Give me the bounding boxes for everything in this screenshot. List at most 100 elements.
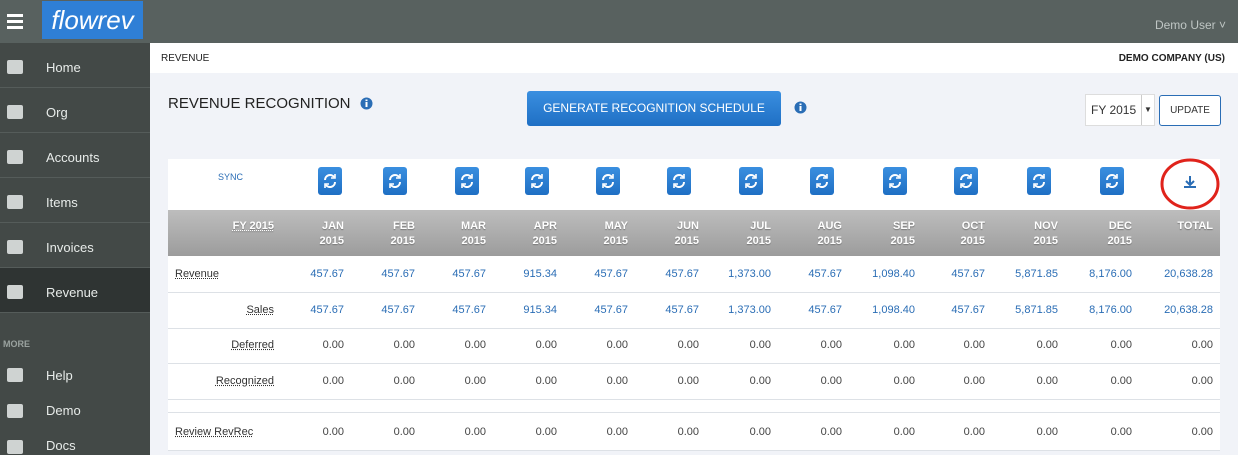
- sync-button[interactable]: [954, 167, 978, 195]
- sync-button[interactable]: [739, 167, 763, 195]
- cell: 5,871.85: [1015, 304, 1058, 316]
- cell: 0.00: [1036, 426, 1058, 438]
- column-header: 2015: [603, 235, 628, 247]
- header-bar: REVENUE DEMO COMPANY (US): [150, 43, 1238, 73]
- sync-label[interactable]: SYNC: [218, 172, 244, 182]
- cell: 0.00: [677, 375, 699, 387]
- nav-section: MORE: [3, 339, 30, 349]
- nav-item-label[interactable]: Org: [46, 105, 68, 120]
- sync-icon[interactable]: [525, 167, 549, 195]
- info-icon[interactable]: [360, 97, 373, 110]
- cell: 0.00: [1191, 426, 1213, 438]
- nav-item-label[interactable]: Home: [46, 60, 81, 75]
- row-label[interactable]: Recognized: [215, 375, 274, 387]
- user-menu[interactable]: Demo User ˅: [1154, 18, 1226, 32]
- sync-icon[interactable]: [596, 167, 620, 195]
- cell: 8,176.00: [1089, 304, 1132, 316]
- column-header: TOTAL: [1177, 220, 1213, 232]
- sync-icon[interactable]: [455, 167, 479, 195]
- table-panel: [168, 159, 1220, 451]
- nav-item-label[interactable]: Revenue: [46, 285, 99, 300]
- year-select[interactable]: FY 2015 ▼: [1085, 94, 1155, 126]
- row-label[interactable]: Revenue: [175, 268, 220, 280]
- generate-button[interactable]: GENERATE RECOGNITION SCHEDULE: [527, 91, 781, 126]
- sidebar: Home Org Accounts Items Invoices Revenue MORE H…: [0, 43, 150, 455]
- sync-link[interactable]: SYNC: [218, 172, 243, 182]
- sync-button[interactable]: [455, 167, 479, 195]
- user-name[interactable]: Demo User: [1154, 18, 1216, 32]
- generate-button-label[interactable]: GENERATE RECOGNITION SCHEDULE: [543, 101, 765, 115]
- sync-icon[interactable]: [739, 167, 763, 195]
- row-divider: [168, 328, 1220, 329]
- column-header: 2015: [1033, 235, 1058, 247]
- breadcrumb: REVENUE: [161, 53, 210, 64]
- cell: 0.00: [393, 426, 415, 438]
- update-button[interactable]: UPDATE: [1159, 95, 1221, 126]
- cell: 457.67: [808, 268, 842, 280]
- column-header: JUL: [750, 220, 771, 232]
- row-label[interactable]: Review RevRec: [175, 426, 254, 438]
- nav-item-label[interactable]: Demo: [46, 403, 81, 418]
- column-header: 2015: [746, 235, 771, 247]
- column-header: JUN: [676, 220, 699, 232]
- column-header: 2015: [461, 235, 486, 247]
- year-select-value[interactable]: FY 2015: [1091, 103, 1137, 117]
- cell: 0.00: [606, 375, 628, 387]
- cell: 0.00: [963, 426, 985, 438]
- cell: 0.00: [893, 375, 915, 387]
- sync-icon[interactable]: [667, 167, 691, 195]
- column-header: 2015: [532, 235, 557, 247]
- column-header: AUG: [817, 220, 842, 232]
- nav-icon: [7, 240, 23, 254]
- row-label[interactable]: Sales: [246, 304, 274, 316]
- sync-icon[interactable]: [810, 167, 834, 195]
- sync-button[interactable]: [596, 167, 620, 195]
- cell: 0.00: [1036, 339, 1058, 351]
- logo[interactable]: flowrev: [42, 1, 143, 39]
- sync-icon[interactable]: [1027, 167, 1051, 195]
- column-header: MAY: [604, 220, 628, 232]
- sync-button[interactable]: [810, 167, 834, 195]
- sync-button[interactable]: [318, 167, 342, 195]
- cell: 0.00: [1110, 339, 1132, 351]
- menu-icon[interactable]: [7, 13, 23, 29]
- info-icon[interactable]: [794, 101, 807, 114]
- row-label[interactable]: Deferred: [231, 339, 274, 351]
- cell: 0.00: [893, 339, 915, 351]
- nav-item: [0, 87, 150, 88]
- sync-icon[interactable]: [954, 167, 978, 195]
- download-icon[interactable]: [1176, 167, 1204, 195]
- row-divider: [168, 412, 1220, 413]
- row-divider: [168, 363, 1220, 364]
- download-button[interactable]: [1176, 167, 1204, 195]
- cell: 0.00: [393, 375, 415, 387]
- cell: 0.00: [322, 426, 344, 438]
- top-bar: flowrev Demo User ˅: [0, 0, 1238, 43]
- sync-icon[interactable]: [883, 167, 907, 195]
- cell: 1,373.00: [728, 304, 771, 316]
- sync-button[interactable]: [1027, 167, 1051, 195]
- nav-item-label[interactable]: Accounts: [46, 150, 100, 165]
- column-header: OCT: [961, 220, 985, 232]
- sync-button[interactable]: [383, 167, 407, 195]
- nav-item-label[interactable]: Invoices: [46, 240, 94, 255]
- cell: 457.67: [594, 268, 628, 280]
- sync-button[interactable]: [883, 167, 907, 195]
- cell: 457.67: [594, 304, 628, 316]
- nav-item-label[interactable]: Help: [46, 368, 73, 383]
- nav-item-label[interactable]: Docs: [46, 438, 76, 453]
- sync-icon[interactable]: [1100, 167, 1124, 195]
- cell: 5,871.85: [1015, 268, 1058, 280]
- nav-item-label[interactable]: Items: [46, 195, 78, 210]
- column-header: 2015: [817, 235, 842, 247]
- sync-button[interactable]: [525, 167, 549, 195]
- sync-icon[interactable]: [318, 167, 342, 195]
- sync-icon[interactable]: [383, 167, 407, 195]
- nav-icon: [7, 368, 23, 382]
- sync-button[interactable]: [667, 167, 691, 195]
- nav-item: [0, 312, 150, 313]
- cell: 0.00: [1191, 339, 1213, 351]
- cell: 457.67: [808, 304, 842, 316]
- sync-button[interactable]: [1100, 167, 1124, 195]
- cell: 457.67: [951, 268, 985, 280]
